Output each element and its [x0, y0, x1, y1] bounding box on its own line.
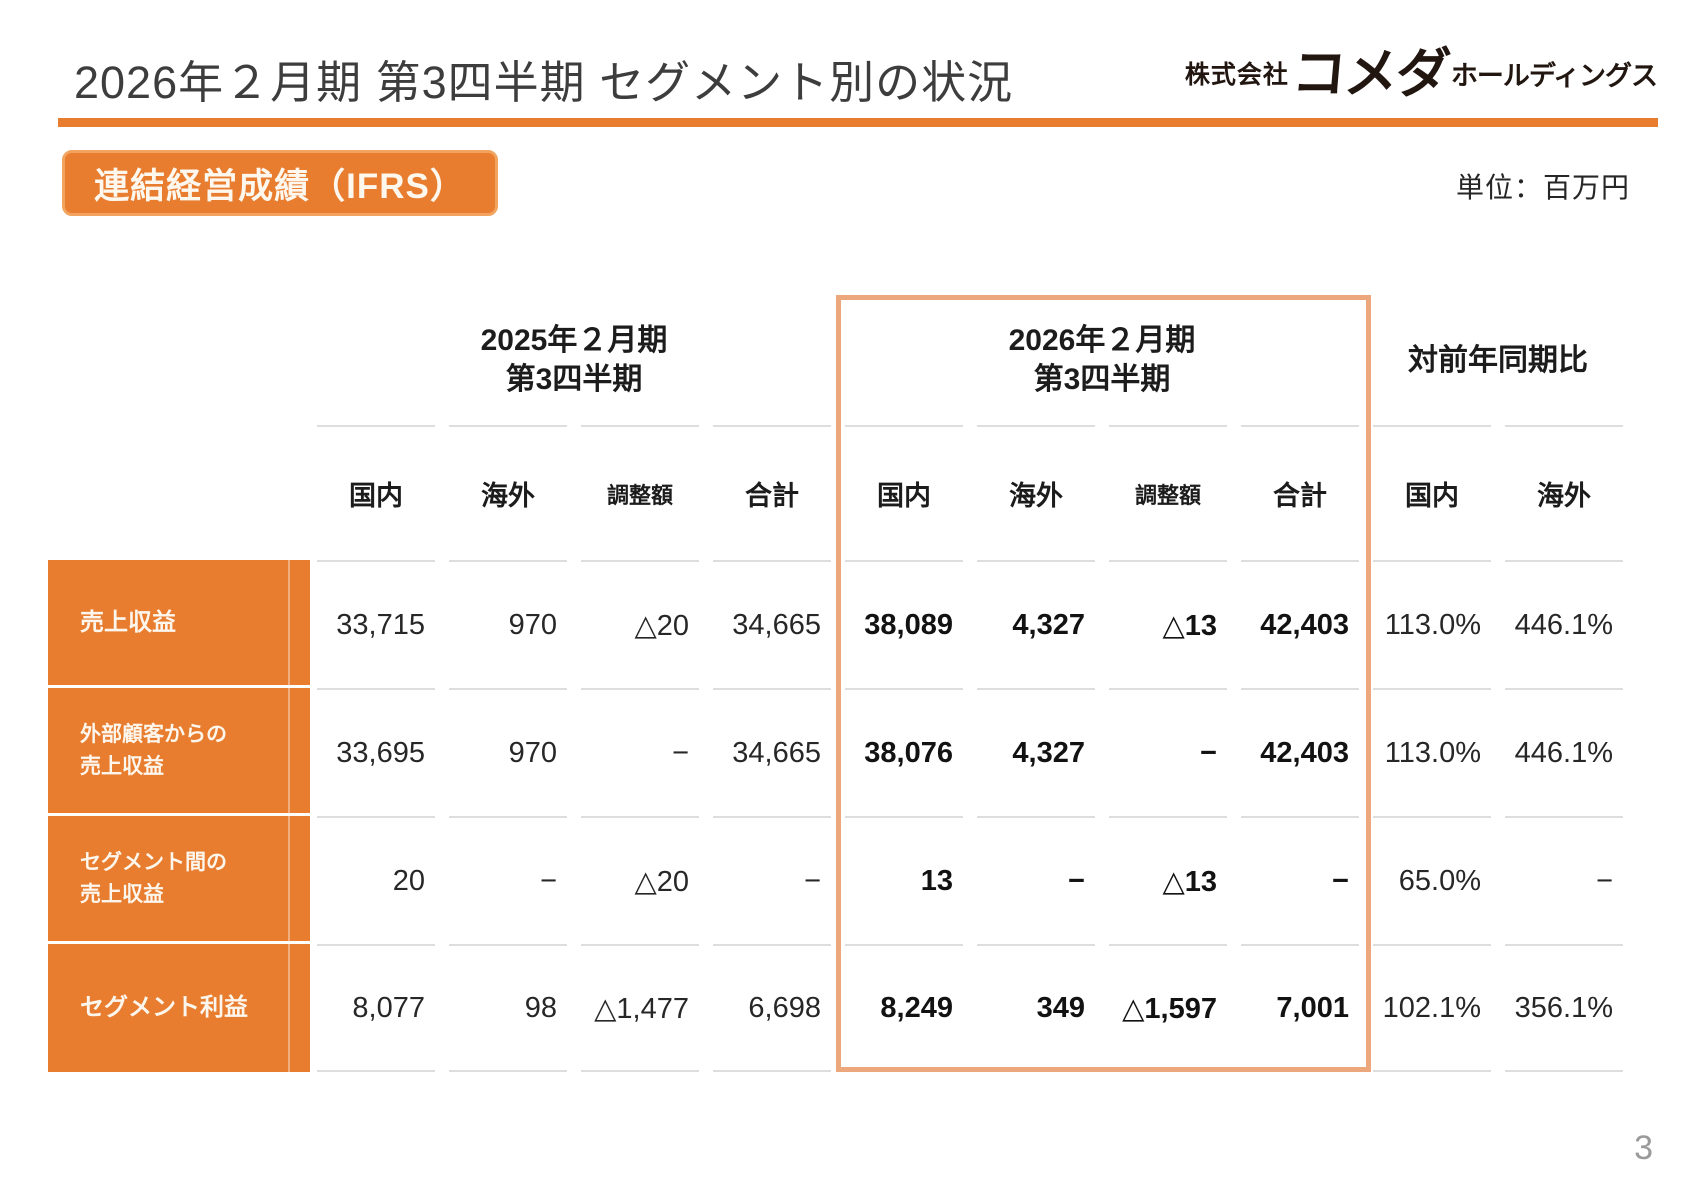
column-header: 国内: [1373, 425, 1491, 560]
row-label-intersegment-revenue: セグメント間の 売上収益: [48, 816, 310, 944]
col-group-fy2025: 2025年２月期 第3四半期: [310, 295, 838, 425]
column-header: 海外: [449, 425, 567, 560]
row-label-line: 売上収益: [80, 608, 176, 636]
table-cell: −: [581, 688, 699, 816]
segment-results-table: 2025年２月期 第3四半期 2026年２月期 第3四半期 対前年同期比 国内 …: [48, 295, 1630, 1072]
table-cell: −: [977, 816, 1095, 944]
table-cell: 356.1%: [1505, 944, 1623, 1072]
row-label-external-revenue: 外部顧客からの 売上収益: [48, 688, 310, 816]
table-cell: 4,327: [977, 560, 1095, 688]
table-cell: 113.0%: [1373, 560, 1491, 688]
column-header: 国内: [845, 425, 963, 560]
company-logo: 株式会社 コメダ ホールディングス: [1184, 44, 1658, 104]
table-cell: −: [1241, 816, 1359, 944]
table-cell: 38,089: [845, 560, 963, 688]
col-group-fy2026: 2026年２月期 第3四半期: [838, 295, 1366, 425]
table-cell: △1,477: [581, 944, 699, 1072]
logo-prefix: 株式会社: [1184, 60, 1289, 89]
table-cell: 65.0%: [1373, 816, 1491, 944]
table-cell: △13: [1109, 560, 1227, 688]
table-cell: △1,597: [1109, 944, 1227, 1072]
table-cell: 6,698: [713, 944, 831, 1072]
column-header: 海外: [1505, 425, 1623, 560]
table-cell: 8,077: [317, 944, 435, 1072]
table-cell: 42,403: [1241, 688, 1359, 816]
table-cell: 38,076: [845, 688, 963, 816]
table-cell: −: [449, 816, 567, 944]
table-cell: −: [713, 816, 831, 944]
row-label-line: セグメント利益: [80, 994, 248, 1022]
table-cell: 349: [977, 944, 1095, 1072]
logo-brand: コメダ: [1289, 44, 1451, 104]
logo-suffix: ホールディングス: [1450, 60, 1658, 91]
page-title: 2026年２月期 第3四半期 セグメント別の状況: [74, 57, 1014, 108]
row-label-revenue: 売上収益: [48, 560, 310, 688]
table-cell: 7,001: [1241, 944, 1359, 1072]
column-header: 調整額: [581, 425, 699, 560]
row-label-line: セグメント間の: [80, 851, 227, 874]
table-cell: 446.1%: [1505, 688, 1623, 816]
row-label-line: 外部顧客からの: [80, 723, 227, 746]
row-label-line: 売上収益: [80, 882, 164, 906]
table-cell: 34,665: [713, 560, 831, 688]
table-cell: −: [1109, 688, 1227, 816]
unit-note: 単位：百万円: [1455, 172, 1630, 203]
table-cell: 13: [845, 816, 963, 944]
column-header: 海外: [977, 425, 1095, 560]
col-group-yoy-line1: 対前年同期比: [1408, 343, 1588, 377]
table-cell: −: [1505, 816, 1623, 944]
col-group-fy2025-line2: 第3四半期: [505, 363, 643, 396]
page-number: 3: [1634, 1129, 1653, 1167]
table-cell: 446.1%: [1505, 560, 1623, 688]
table-cell: 970: [449, 688, 567, 816]
column-header: 調整額: [1109, 425, 1227, 560]
spacer: [48, 295, 310, 425]
table-cell: △20: [581, 816, 699, 944]
table-cell: △13: [1109, 816, 1227, 944]
col-group-fy2026-line2: 第3四半期: [1033, 363, 1171, 396]
section-badge: 連結経営成績（IFRS）: [62, 150, 498, 216]
table-cell: 33,695: [317, 688, 435, 816]
table-cell: 8,249: [845, 944, 963, 1072]
table-cell: 20: [317, 816, 435, 944]
spacer: [48, 425, 310, 560]
col-group-fy2025-line1: 2025年２月期: [480, 324, 668, 357]
table-cell: 970: [449, 560, 567, 688]
table-cell: 113.0%: [1373, 688, 1491, 816]
col-group-yoy: 対前年同期比: [1366, 295, 1630, 425]
row-label-line: 売上収益: [80, 754, 164, 778]
table-cell: 42,403: [1241, 560, 1359, 688]
table-cell: 33,715: [317, 560, 435, 688]
column-header: 合計: [713, 425, 831, 560]
table-cell: 98: [449, 944, 567, 1072]
table-cell: 34,665: [713, 688, 831, 816]
title-divider: [58, 118, 1658, 127]
table-cell: 4,327: [977, 688, 1095, 816]
column-header: 合計: [1241, 425, 1359, 560]
col-group-fy2026-line1: 2026年２月期: [1008, 324, 1196, 357]
table-cell: 102.1%: [1373, 944, 1491, 1072]
row-label-segment-profit: セグメント利益: [48, 944, 310, 1072]
table-cell: △20: [581, 560, 699, 688]
column-header: 国内: [317, 425, 435, 560]
